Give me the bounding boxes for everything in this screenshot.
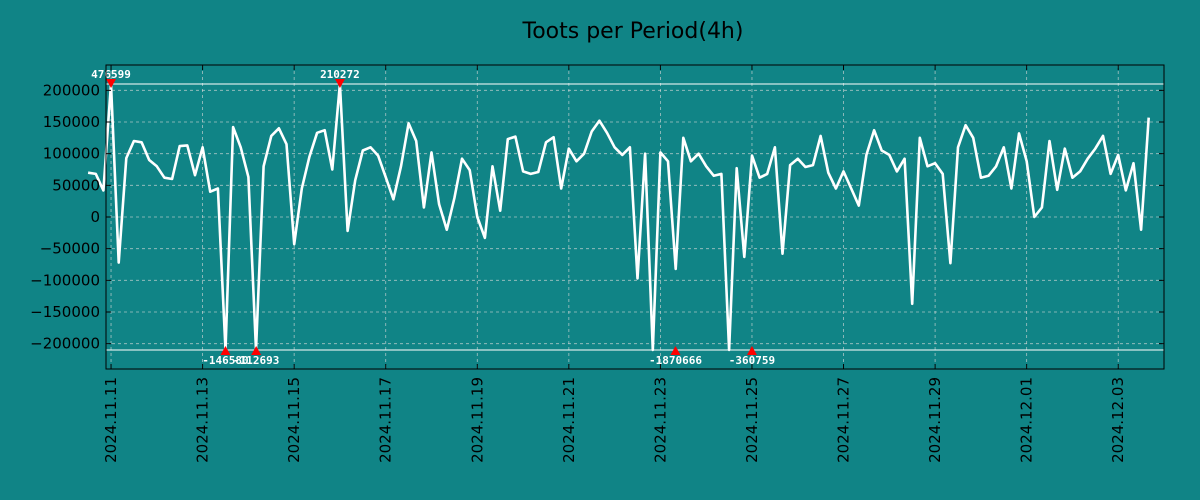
y-tick-label: −100000 — [30, 271, 100, 289]
x-tick-label: 2024.11.13 — [194, 377, 212, 463]
clip-marker — [251, 346, 262, 355]
x-tick-label: 2024.11.23 — [651, 377, 669, 463]
x-tick-label: 2024.11.17 — [377, 377, 395, 463]
y-axis: 200000 150000 100000 50000 0 −50000 −100000 −15… — [30, 81, 100, 352]
y-tick-label: 50000 — [52, 176, 100, 194]
series-layer — [87, 82, 1150, 352]
x-tick-label: 2024.11.21 — [560, 377, 578, 463]
y-tick-label: 100000 — [43, 145, 100, 163]
chart-title: Toots per Period(4h) — [522, 19, 744, 44]
clip-annotation: -1870666 — [649, 354, 702, 367]
y-tick-label: −150000 — [30, 303, 100, 321]
clip-annotation: 476599 — [91, 68, 131, 81]
x-tick-label: 2024.11.29 — [926, 377, 944, 463]
clip-marker — [670, 346, 681, 355]
x-tick-label: 2024.11.27 — [835, 377, 853, 463]
clip-marker — [334, 79, 345, 88]
clip-lines — [106, 83, 1164, 351]
clip-annotation: -112693 — [233, 354, 279, 367]
clip-annotation: 210272 — [320, 68, 360, 81]
clip-annotation: -360759 — [729, 354, 775, 367]
clip-marker — [746, 346, 757, 355]
y-tick-label: 0 — [90, 208, 100, 226]
x-tick-label: 2024.11.25 — [743, 377, 761, 463]
clip-marker — [220, 346, 231, 355]
y-tick-label: −200000 — [30, 335, 100, 353]
marker-layer — [106, 79, 757, 355]
series-line — [87, 82, 1150, 352]
x-tick-label: 2024.12.01 — [1018, 377, 1036, 463]
y-tick-label: 150000 — [43, 113, 100, 131]
x-tick-label: 2024.11.19 — [468, 377, 486, 463]
x-axis: 2024.11.11 2024.11.13 2024.11.15 2024.11.17… — [102, 377, 1127, 463]
x-tick-label: 2024.12.03 — [1109, 377, 1127, 463]
axis-ticks — [106, 65, 1164, 369]
clip-marker — [106, 79, 117, 88]
grid-layer — [106, 65, 1164, 369]
x-tick-label: 2024.11.15 — [285, 377, 303, 463]
y-tick-label: −50000 — [40, 240, 100, 258]
clip-annotation: -146580 — [202, 354, 248, 367]
x-tick-label: 2024.11.11 — [102, 377, 120, 463]
y-tick-label: 200000 — [43, 81, 100, 99]
annotation-layer: 476599 -146580-112693 210272 -1870666 -36075… — [91, 68, 775, 367]
